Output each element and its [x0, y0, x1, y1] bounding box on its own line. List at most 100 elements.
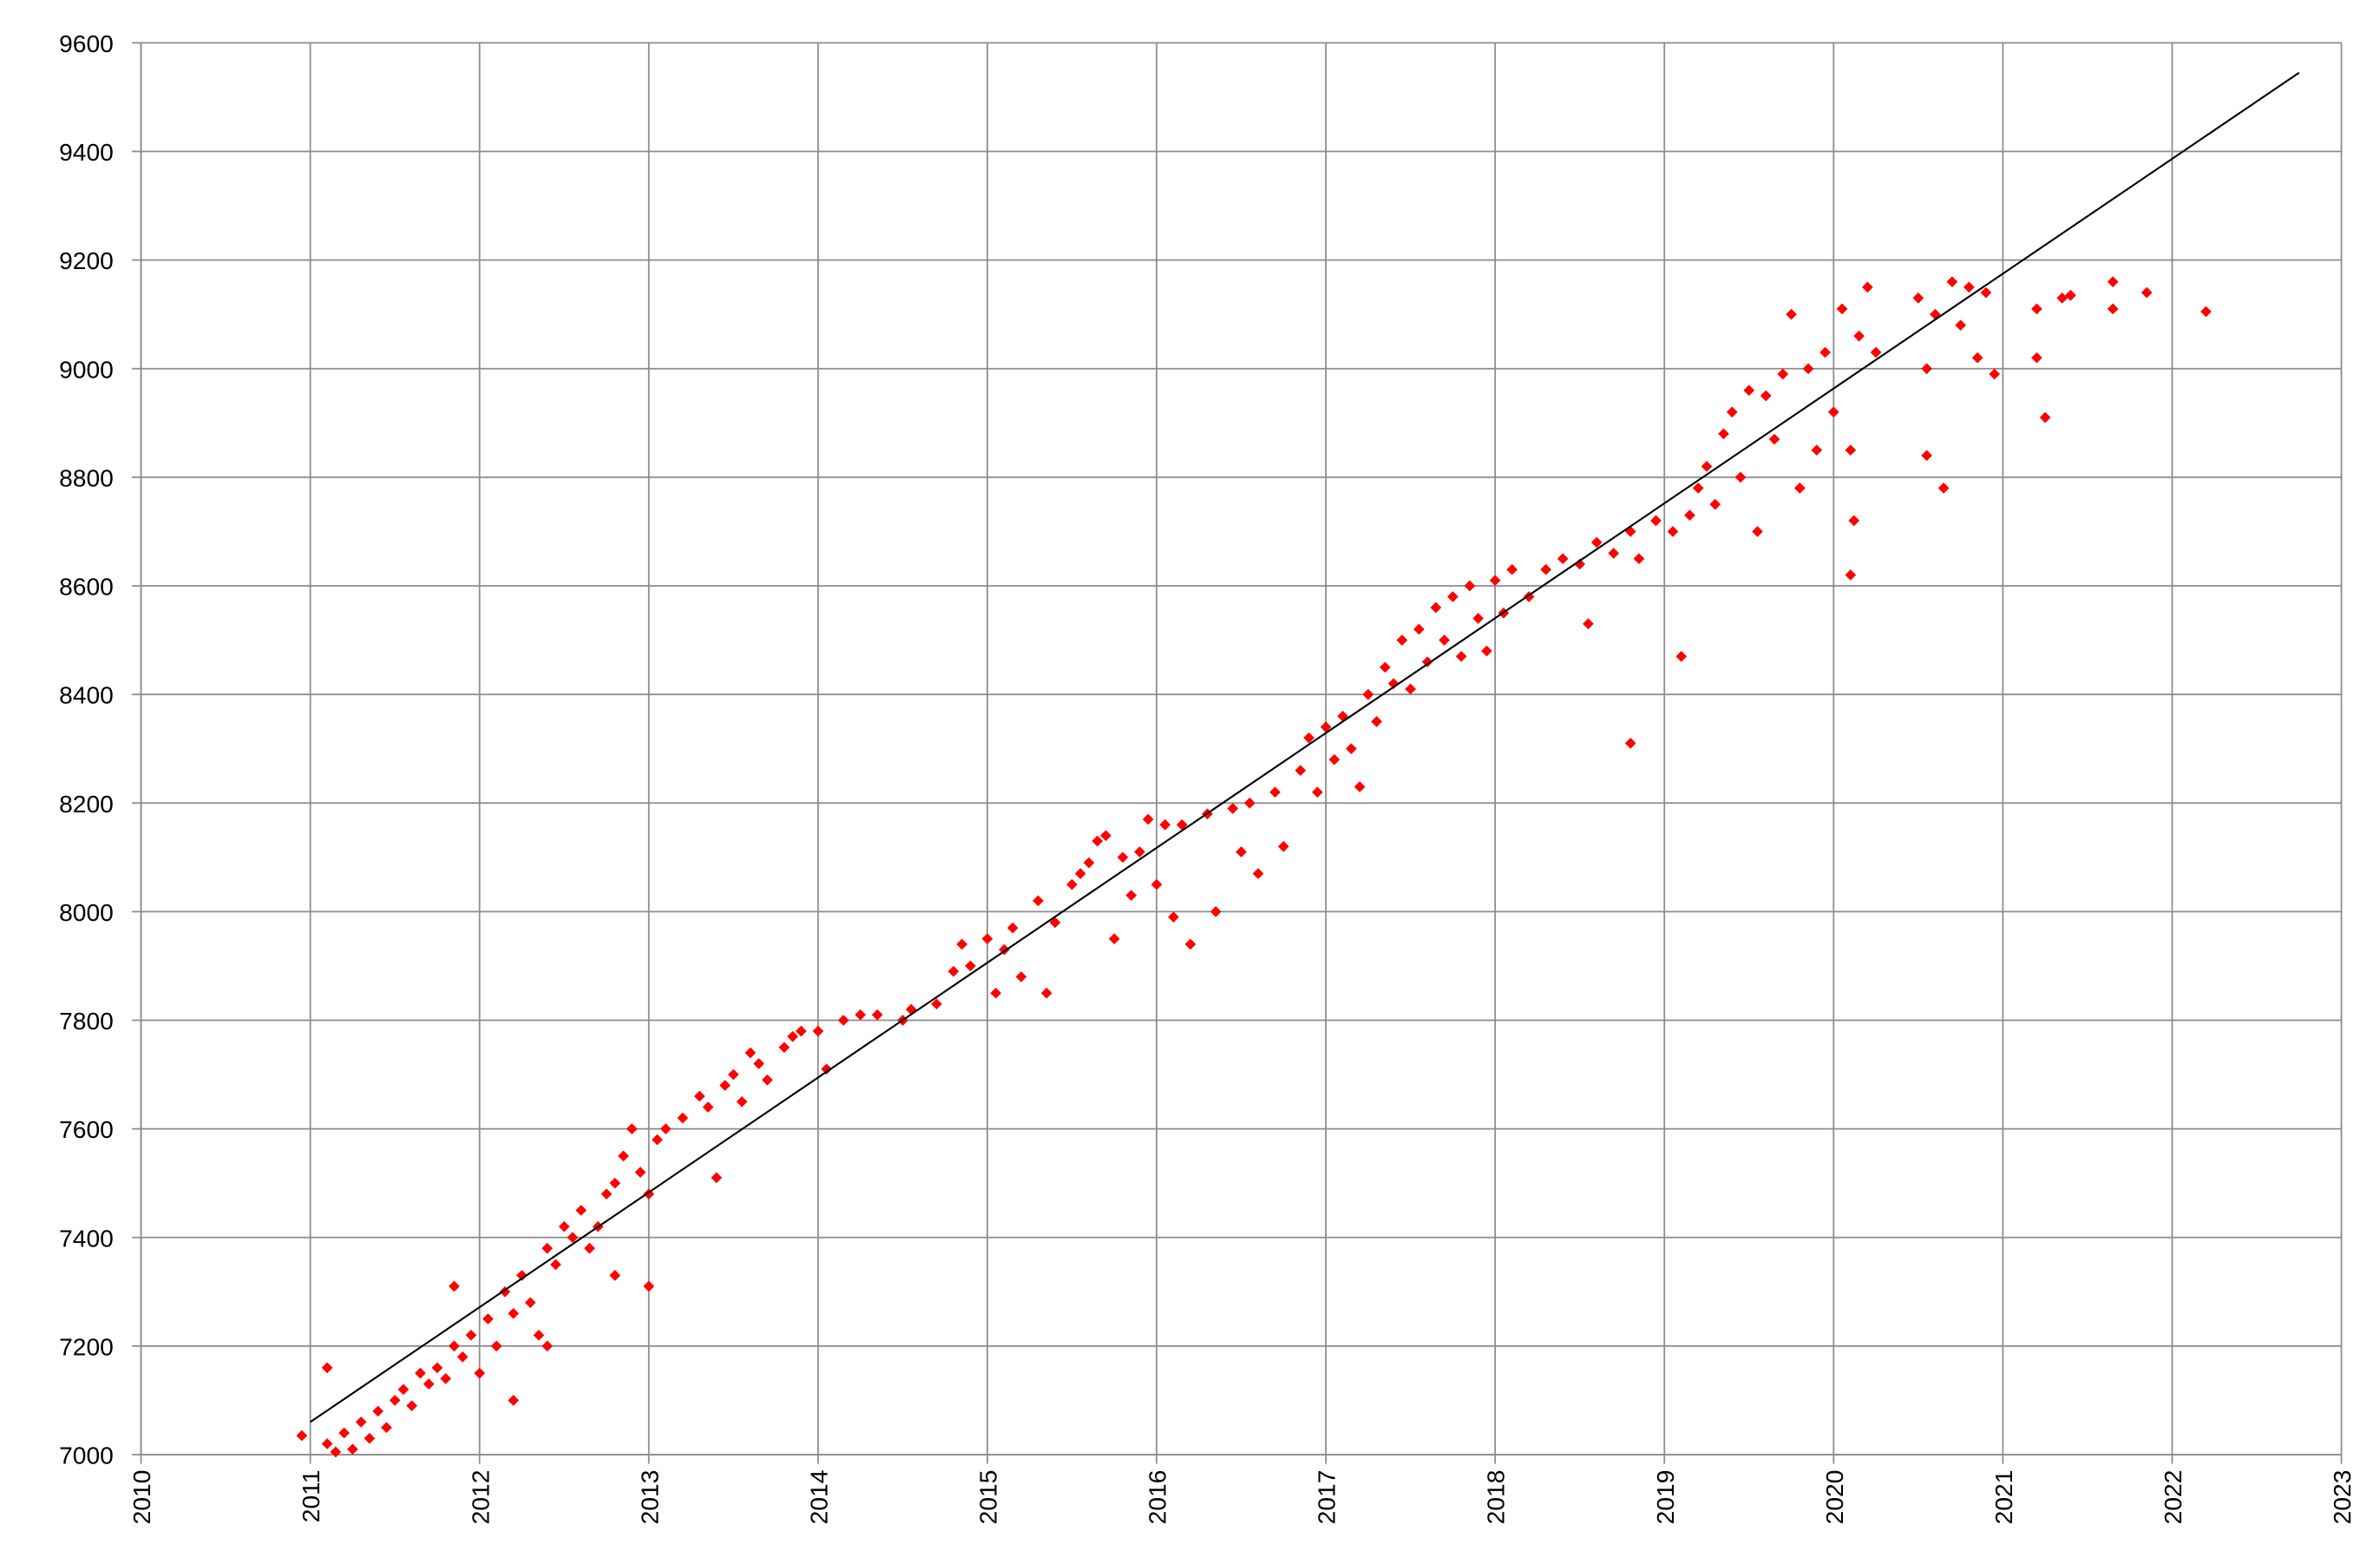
point	[736, 1095, 748, 1107]
point	[397, 1383, 410, 1396]
point	[1227, 803, 1239, 814]
point	[541, 1242, 554, 1254]
point	[1946, 276, 1958, 287]
point	[626, 1123, 638, 1134]
point	[2107, 276, 2119, 287]
point	[1574, 558, 1586, 570]
point	[1269, 786, 1281, 799]
point	[321, 1438, 333, 1449]
point	[744, 1047, 757, 1059]
point	[558, 1220, 570, 1232]
point	[609, 1177, 621, 1189]
point	[1380, 661, 1391, 674]
point	[1624, 526, 1636, 537]
point	[677, 1112, 689, 1124]
point	[1752, 526, 1763, 537]
y-tick-label: 8600	[59, 573, 114, 601]
point	[1387, 678, 1400, 689]
y-tick-label: 8000	[59, 898, 114, 926]
x-tick-label: 2021	[1990, 1470, 2017, 1525]
x-tick-label: 2022	[2159, 1470, 2187, 1525]
point	[1684, 509, 1695, 521]
point	[837, 1015, 849, 1026]
x-tick-label: 2012	[466, 1470, 494, 1525]
point	[1633, 553, 1645, 565]
point	[1718, 428, 1729, 440]
x-tick-label: 2016	[1144, 1470, 1171, 1525]
point	[355, 1416, 367, 1428]
point	[1405, 683, 1416, 695]
point	[693, 1090, 705, 1102]
point	[415, 1367, 426, 1379]
point	[1396, 634, 1408, 646]
x-tick-label: 2010	[128, 1470, 155, 1525]
x-tick-label: 2011	[297, 1470, 325, 1523]
point	[1430, 601, 1442, 614]
point	[508, 1307, 520, 1319]
y-tick-label: 8400	[59, 681, 114, 709]
point	[550, 1259, 561, 1271]
point	[1464, 580, 1476, 592]
point	[1608, 548, 1620, 559]
point	[1650, 515, 1662, 527]
point	[1277, 840, 1289, 852]
point	[905, 1003, 917, 1015]
point	[1083, 857, 1095, 869]
point	[2039, 411, 2051, 424]
point	[1937, 483, 1950, 494]
point	[956, 938, 968, 950]
point	[1743, 384, 1755, 397]
point	[1481, 645, 1492, 657]
point	[1845, 444, 1857, 456]
point	[965, 960, 976, 972]
point	[1168, 911, 1179, 923]
point	[931, 998, 942, 1010]
point	[1760, 390, 1772, 402]
point	[1040, 987, 1052, 999]
point	[1303, 732, 1315, 744]
point	[1955, 319, 1966, 332]
point	[1848, 515, 1860, 527]
point	[652, 1134, 663, 1146]
point	[1793, 483, 1806, 494]
point	[2031, 303, 2042, 315]
point	[1354, 781, 1366, 792]
point	[1802, 363, 1814, 375]
point	[643, 1280, 655, 1292]
point	[490, 1340, 502, 1352]
point	[1819, 346, 1831, 358]
point	[1921, 450, 1932, 462]
point	[1243, 797, 1256, 809]
point	[474, 1367, 486, 1379]
point	[719, 1080, 731, 1091]
x-tick-label: 2014	[804, 1470, 832, 1525]
y-tick-label: 7000	[59, 1442, 114, 1469]
point	[516, 1270, 528, 1281]
point	[609, 1270, 621, 1281]
y-tick-label: 8800	[59, 463, 114, 491]
point	[456, 1351, 469, 1363]
point	[1964, 281, 1975, 293]
point	[508, 1395, 520, 1406]
point	[1184, 938, 1197, 950]
point	[1092, 835, 1104, 847]
point	[1311, 786, 1323, 799]
y-tick-label: 8200	[59, 790, 114, 818]
x-tick-label: 2023	[2328, 1470, 2356, 1525]
point	[600, 1188, 613, 1200]
point	[2056, 292, 2069, 304]
point	[533, 1329, 545, 1341]
point	[541, 1340, 554, 1352]
y-tick-label: 7600	[59, 1115, 114, 1143]
point	[1989, 368, 2000, 380]
point	[1540, 563, 1552, 575]
point	[1667, 526, 1679, 537]
point	[711, 1172, 723, 1184]
point	[1768, 433, 1780, 445]
point	[1971, 352, 1983, 364]
y-tick-label: 9400	[59, 138, 114, 166]
point	[1675, 650, 1688, 662]
point	[1345, 743, 1357, 755]
x-tick-label: 2020	[1820, 1470, 1848, 1525]
point	[431, 1362, 443, 1374]
